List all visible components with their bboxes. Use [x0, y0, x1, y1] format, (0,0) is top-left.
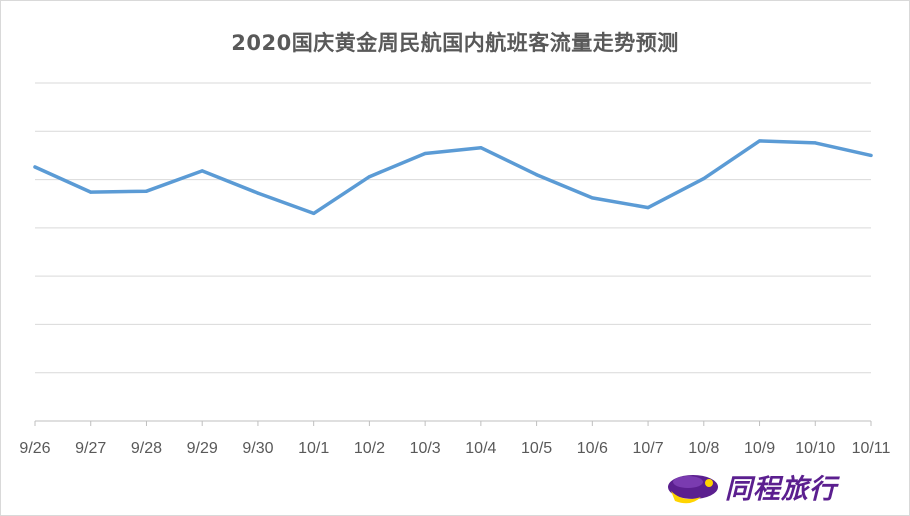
x-tick-label: 10/6: [577, 440, 608, 457]
x-tick-label: 9/28: [131, 440, 162, 457]
series-line: [33, 139, 873, 216]
chart-title: 2020国庆黄金周民航国内航班客流量走势预测: [231, 31, 679, 55]
brand-logo: 同程旅行: [665, 463, 855, 507]
data-point: [590, 196, 594, 200]
x-tick-label: 9/26: [19, 440, 50, 457]
x-tick-label: 10/7: [632, 440, 663, 457]
data-point: [869, 153, 873, 158]
x-tick-label: 9/29: [187, 440, 218, 457]
tongcheng-logo-icon: [668, 475, 718, 504]
x-tick-label: 10/9: [744, 440, 775, 457]
x-tick-labels: 9/26 9/27 9/28 9/29 9/30 10/1 10/2 10/3 10/4 10/5…: [19, 440, 890, 457]
data-point: [256, 191, 260, 195]
data-point: [757, 139, 762, 143]
x-tick-label: 9/27: [75, 440, 106, 457]
x-tick-label: 10/5: [521, 440, 552, 457]
x-tick-label: 10/2: [354, 440, 385, 457]
data-point: [89, 190, 93, 194]
data-point: [479, 146, 483, 150]
data-point: [646, 205, 650, 210]
x-tick-label: 10/8: [688, 440, 719, 457]
x-tick-label: 10/10: [795, 440, 835, 457]
data-point: [423, 151, 427, 156]
data-point: [200, 169, 204, 173]
x-tick-label: 10/11: [852, 440, 891, 457]
gridlines: [35, 82, 871, 374]
data-point: [312, 211, 316, 215]
series-layer: [33, 139, 873, 216]
x-tick-label: 9/30: [242, 440, 273, 457]
data-point: [367, 175, 371, 179]
x-tick-label: 10/1: [298, 440, 329, 457]
data-point: [813, 141, 817, 145]
x-axis: [34, 420, 872, 426]
logo-text: 同程旅行: [725, 474, 837, 505]
data-point: [33, 165, 37, 169]
data-point: [144, 189, 149, 193]
data-point: [535, 173, 539, 177]
x-tick-label: 10/3: [410, 440, 441, 457]
x-tick-label: 10/4: [465, 440, 496, 457]
data-point: [702, 177, 706, 181]
